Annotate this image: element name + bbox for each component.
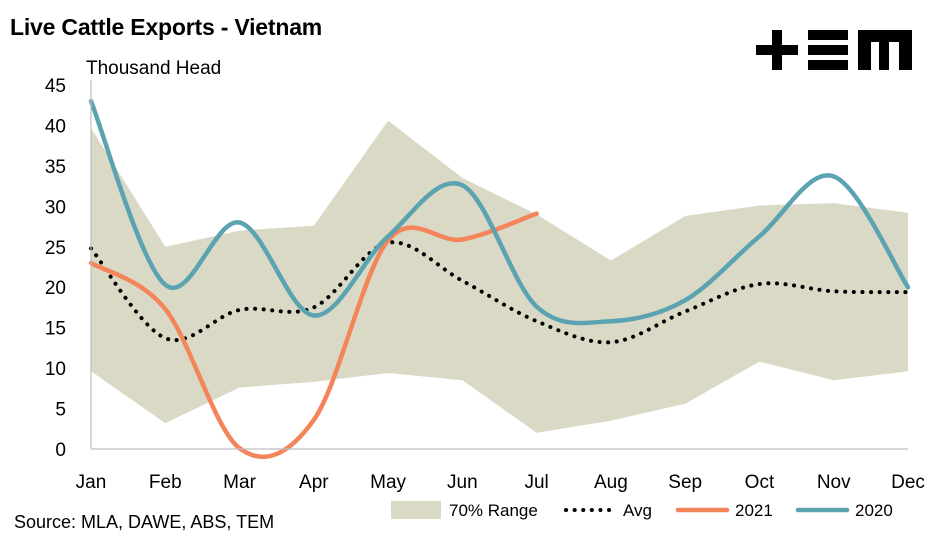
y-tick-label: 20	[45, 278, 66, 299]
series-line-avg	[89, 240, 910, 345]
x-tick-label: May	[370, 472, 406, 493]
x-tick-label: Jan	[76, 472, 107, 493]
y-tick-label: 35	[45, 157, 66, 178]
chart-unit-label: Thousand Head	[86, 58, 222, 79]
x-tick-label: Nov	[817, 472, 851, 493]
axis-layer: 0 5 10 15 20 25 30 35 40 45 Jan Feb Mar Apr May Jun Jul A…	[45, 76, 925, 493]
y-tick-label: 15	[45, 319, 66, 340]
legend: 70% Range Avg 2021 2020	[391, 501, 893, 520]
legend-70-range-label: 70% Range	[449, 501, 538, 520]
legend-avg-label: Avg	[623, 501, 652, 520]
range-band-layer	[91, 120, 908, 433]
legend-70-range-swatch	[391, 501, 441, 519]
y-tick-label: 25	[45, 238, 66, 259]
x-tick-label: Jun	[447, 472, 478, 493]
series-line-2020	[88, 98, 911, 326]
x-tick-label: Sep	[668, 472, 702, 493]
series-line-2021	[88, 211, 539, 459]
y-tick-label: 45	[45, 76, 66, 97]
y-tick-label: 10	[45, 359, 66, 380]
y-tick-label: 0	[55, 440, 66, 461]
x-tick-label: Aug	[594, 472, 628, 493]
series-layer	[88, 98, 911, 459]
tem-logo	[756, 30, 912, 70]
x-tick-label: Oct	[745, 472, 775, 493]
y-tick-label: 5	[55, 400, 66, 421]
legend-2021-label: 2021	[735, 501, 773, 520]
x-tick-label: Feb	[149, 472, 182, 493]
x-tick-label: Dec	[891, 472, 925, 493]
x-tick-label: Jul	[524, 472, 548, 493]
y-tick-label: 40	[45, 116, 66, 137]
range-band-area	[91, 120, 908, 433]
y-tick-label: 30	[45, 197, 66, 218]
legend-2020-label: 2020	[855, 501, 893, 520]
source-note: Source: MLA, DAWE, ABS, TEM	[14, 512, 275, 532]
chart-title: Live Cattle Exports - Vietnam	[10, 14, 323, 40]
x-tick-label: Mar	[223, 472, 256, 493]
x-tick-label: Apr	[299, 472, 329, 493]
